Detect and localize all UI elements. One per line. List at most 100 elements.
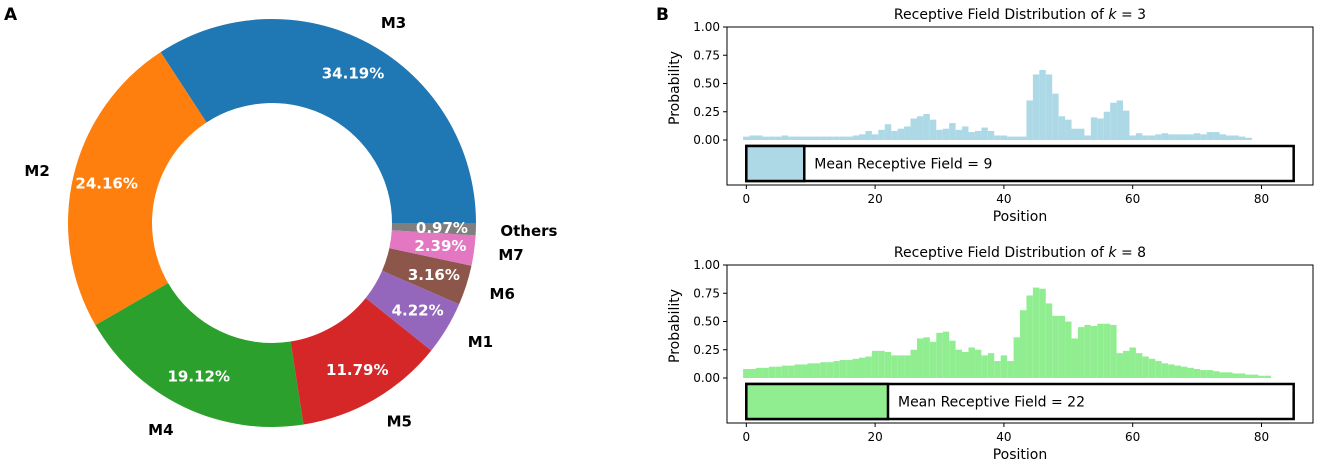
histogram-bar <box>949 123 956 140</box>
donut-slice-m1 <box>365 270 460 351</box>
x-tick-label: 80 <box>1254 430 1269 444</box>
histogram-bar <box>775 366 782 378</box>
y-tick-label: 0.00 <box>693 371 720 385</box>
histogram-bar <box>775 136 782 140</box>
histogram-bar <box>897 128 905 140</box>
histogram-bar <box>807 363 814 378</box>
slice-label-m6: M6 <box>490 285 515 303</box>
y-tick-label: 0.25 <box>693 343 720 357</box>
x-tick-label: 0 <box>742 430 750 444</box>
y-axis-label: Probability <box>667 51 683 125</box>
histogram-bar <box>1032 74 1040 140</box>
histogram-bar <box>936 129 943 140</box>
histogram-bar <box>1129 135 1136 140</box>
histogram-bar <box>852 358 860 378</box>
x-tick-label: 0 <box>742 192 750 206</box>
slice-percent-m7: 2.39% <box>414 237 466 255</box>
histogram-bar <box>897 355 905 378</box>
histogram-bar <box>987 353 995 378</box>
histogram-bar <box>839 136 847 140</box>
panel-letter-b: B <box>656 5 669 25</box>
histogram-bar <box>1097 323 1104 378</box>
slice-label-m2: M2 <box>24 162 49 180</box>
histogram-bar <box>1032 287 1040 378</box>
histogram-bar <box>794 364 802 378</box>
histogram-bar <box>826 362 834 378</box>
histogram-bar <box>762 136 769 140</box>
histogram-bar <box>974 130 982 140</box>
histogram-bar <box>1238 373 1246 378</box>
histogram-bar <box>1103 111 1111 140</box>
chart-title-equality: = 8 <box>1117 245 1147 261</box>
histogram-bar <box>1161 133 1169 140</box>
histogram-bar <box>1135 133 1143 140</box>
histogram-bar <box>994 135 1001 140</box>
histogram-bar <box>1180 366 1188 378</box>
histogram-bar <box>846 136 853 140</box>
histogram-bar <box>743 136 750 140</box>
histogram-bar <box>801 364 808 378</box>
slice-percent-m4: 19.12% <box>168 367 230 385</box>
histogram-bar <box>1084 324 1091 378</box>
slice-percent-m6: 3.16% <box>408 266 460 284</box>
histogram-bar <box>994 361 1001 378</box>
panel-letter-a: A <box>4 5 18 25</box>
histogram-bar <box>1245 137 1252 140</box>
histogram-bar <box>1084 135 1091 140</box>
histogram-bar <box>1071 128 1078 140</box>
histogram-bar <box>1226 135 1233 140</box>
histogram-bar <box>1065 321 1072 378</box>
chart-title-variable: k <box>1108 7 1117 23</box>
histogram-bar <box>1142 135 1149 140</box>
histogram-bar <box>788 136 795 140</box>
histogram-bar <box>1187 134 1194 140</box>
mean-field-label: Mean Receptive Field = 22 <box>898 395 1085 411</box>
histogram-bar <box>749 368 756 378</box>
histogram-bar <box>929 341 937 378</box>
histogram-bar <box>1174 365 1181 378</box>
histogram-bar <box>981 127 988 140</box>
histogram-bar <box>974 349 982 378</box>
histogram-bar <box>1013 337 1020 378</box>
histogram-bar <box>1206 370 1214 378</box>
histogram-bar <box>833 361 840 378</box>
histogram-bar <box>768 136 776 140</box>
histogram-bar <box>1219 372 1227 378</box>
donut-chart: 34.19% M3 24.16% M2 19.12% M4 11.79% M5 4.22% M1 3… <box>24 14 557 439</box>
histogram-bar <box>1058 116 1066 140</box>
mean-field-fill <box>745 144 806 183</box>
x-tick-label: 60 <box>1125 430 1140 444</box>
histogram-bar <box>1168 364 1175 378</box>
histogram-bar <box>884 352 892 378</box>
y-tick-label: 0.50 <box>693 315 720 329</box>
y-tick-label: 1.00 <box>693 258 720 272</box>
histogram-bar <box>923 114 930 140</box>
chart-title: Receptive Field Distribution of k = 3 <box>894 7 1146 23</box>
histogram-bar <box>968 347 975 378</box>
donut-slice-m3 <box>160 18 476 224</box>
slice-label-m7: M7 <box>498 246 523 264</box>
histogram-bar <box>813 136 821 140</box>
histogram-bar <box>904 126 911 140</box>
histogram-bar <box>891 355 898 378</box>
histogram-bar <box>1058 315 1066 378</box>
histogram-bar <box>1020 136 1027 140</box>
slice-label-m1: M1 <box>468 333 493 351</box>
histogram-bar <box>1045 74 1053 140</box>
chart-title: Receptive Field Distribution of k = 8 <box>894 245 1146 261</box>
histogram-bar <box>1148 358 1156 378</box>
histogram-bar <box>1007 136 1014 140</box>
histogram-bar <box>968 132 975 140</box>
histogram-bar <box>1245 374 1252 378</box>
histogram-bar <box>1123 110 1130 140</box>
histogram-bar <box>1206 132 1214 140</box>
y-tick-label: 1.00 <box>693 20 720 34</box>
histogram-bar <box>1232 135 1239 140</box>
histogram-bar <box>794 136 802 140</box>
slice-label-others: Others <box>500 222 557 240</box>
donut-slice-m4 <box>95 283 304 427</box>
histogram-bar <box>1155 134 1162 140</box>
histogram-bar <box>1097 118 1104 140</box>
donut-slice-m7 <box>389 230 476 266</box>
slice-percent-others: 0.97% <box>416 219 468 237</box>
